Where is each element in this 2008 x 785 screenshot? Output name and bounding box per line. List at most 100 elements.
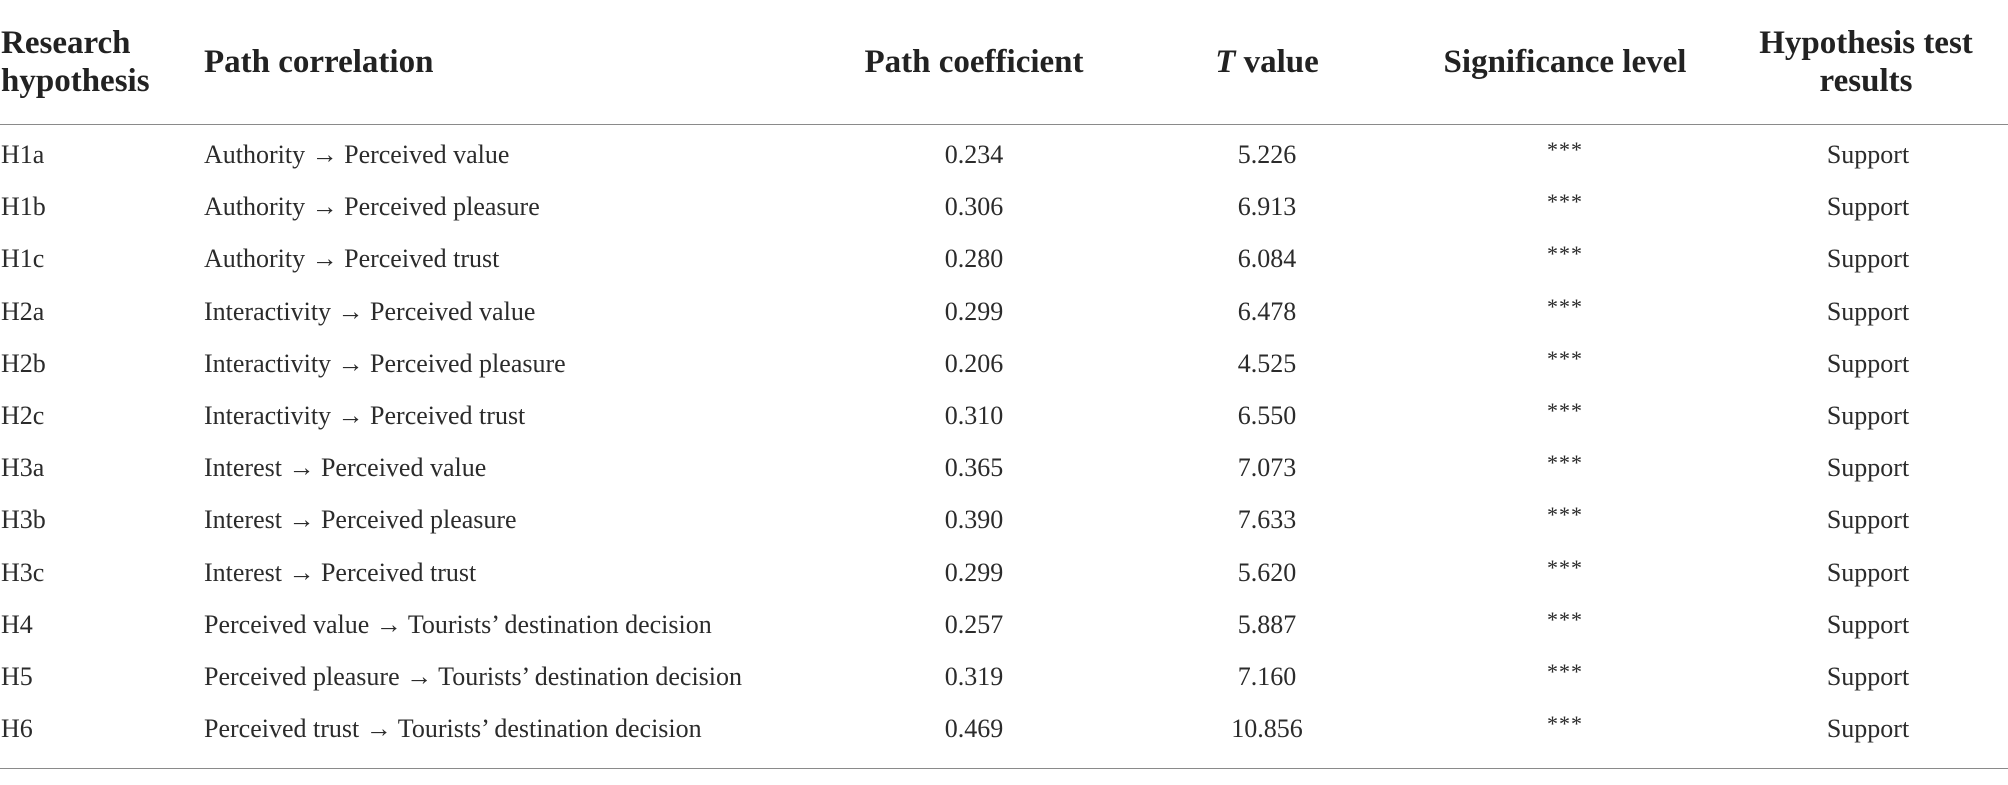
significance-stars: ***	[1547, 293, 1583, 319]
table-bottom-rule	[0, 768, 2008, 769]
cell-t-value: 5.887	[1237, 609, 1297, 639]
cell-test-result: Support	[1826, 453, 1910, 483]
cell-significance-level: ***	[1402, 338, 1728, 390]
cell-path-correlation: Perceived pleasure → Tourists’ destinati…	[204, 661, 743, 691]
cell-test-result: Support	[1826, 609, 1910, 639]
table-header: Research hypothesis Path correlation Pat…	[0, 0, 2008, 125]
table-row: H5 Perceived pleasure → Tourists’ destina…	[0, 651, 2008, 703]
cell-test-result: Support	[1826, 505, 1910, 535]
cell-path-coefficient: 0.280	[944, 244, 1004, 274]
significance-stars: ***	[1547, 658, 1583, 684]
cell-path-correlation: Interest → Perceived value	[204, 453, 487, 483]
cell-path-coefficient: 0.319	[944, 661, 1004, 691]
cell-hypothesis: H1a	[1, 140, 45, 170]
cell-path-coefficient: 0.257	[944, 609, 1004, 639]
header-row: Research hypothesis Path correlation Pat…	[0, 0, 2008, 125]
cell-significance-level: ***	[1402, 703, 1728, 755]
cell-t-value: 7.633	[1237, 505, 1297, 535]
table-row: H2b Interactivity → Perceived pleasure 0.2…	[0, 338, 2008, 390]
hypothesis-test-table: Research hypothesis Path correlation Pat…	[0, 0, 2008, 756]
table-row: H3a Interest → Perceived value 0.365 7.073 *…	[0, 442, 2008, 494]
cell-significance-level: ***	[1402, 286, 1728, 338]
cell-path-coefficient: 0.299	[944, 557, 1004, 587]
header-t-value-italic: T	[1215, 44, 1236, 80]
cell-t-value: 4.525	[1237, 348, 1297, 378]
table-row: H6 Perceived trust → Tourists’ destinatio…	[0, 703, 2008, 755]
cell-significance-level: ***	[1402, 233, 1728, 285]
cell-hypothesis: H3c	[1, 557, 45, 587]
cell-path-correlation: Interactivity → Perceived value	[204, 296, 536, 326]
cell-t-value: 5.226	[1237, 140, 1297, 170]
significance-stars: ***	[1547, 711, 1583, 737]
cell-significance-level: ***	[1402, 125, 1728, 182]
cell-path-correlation: Interactivity → Perceived pleasure	[204, 348, 566, 378]
cell-path-coefficient: 0.206	[944, 348, 1004, 378]
cell-t-value: 10.856	[1231, 714, 1303, 744]
cell-path-correlation: Perceived value → Tourists’ destination …	[204, 609, 712, 639]
cell-test-result: Support	[1826, 348, 1910, 378]
cell-path-correlation: Interactivity → Perceived trust	[204, 401, 526, 431]
cell-hypothesis: H1b	[1, 192, 46, 222]
cell-path-correlation: Perceived trust → Tourists’ destination …	[204, 714, 702, 744]
cell-path-coefficient: 0.306	[944, 192, 1004, 222]
significance-stars: ***	[1547, 554, 1583, 580]
table-row: H3b Interest → Perceived pleasure 0.390 7.6…	[0, 494, 2008, 546]
cell-hypothesis: H1c	[1, 244, 45, 274]
cell-path-coefficient: 0.469	[944, 714, 1004, 744]
cell-hypothesis: H3b	[1, 505, 46, 535]
significance-stars: ***	[1547, 502, 1583, 528]
cell-test-result: Support	[1826, 192, 1910, 222]
cell-significance-level: ***	[1402, 390, 1728, 442]
cell-t-value: 6.084	[1237, 244, 1297, 274]
cell-path-correlation: Interest → Perceived pleasure	[204, 505, 517, 535]
cell-significance-level: ***	[1402, 651, 1728, 703]
significance-stars: ***	[1547, 241, 1583, 267]
cell-hypothesis: H2a	[1, 296, 45, 326]
cell-hypothesis: H3a	[1, 453, 45, 483]
cell-t-value: 7.160	[1237, 661, 1297, 691]
cell-t-value: 6.550	[1237, 401, 1297, 431]
header-path-coefficient: Path coefficient	[816, 0, 1132, 125]
cell-t-value: 7.073	[1237, 453, 1297, 483]
cell-path-coefficient: 0.390	[944, 505, 1004, 535]
cell-significance-level: ***	[1402, 442, 1728, 494]
hypothesis-test-table-container: Research hypothesis Path correlation Pat…	[0, 0, 2008, 756]
cell-hypothesis: H2c	[1, 401, 45, 431]
cell-significance-level: ***	[1402, 494, 1728, 546]
table-row: H1c Authority → Perceived trust 0.280 6.084…	[0, 233, 2008, 285]
cell-hypothesis: H4	[1, 609, 33, 639]
table-row: H2a Interactivity → Perceived value 0.299 6…	[0, 286, 2008, 338]
significance-stars: ***	[1547, 398, 1583, 424]
table-row: H1b Authority → Perceived pleasure 0.306 6.…	[0, 181, 2008, 233]
cell-t-value: 6.913	[1237, 192, 1297, 222]
cell-hypothesis: H5	[1, 661, 33, 691]
cell-t-value: 5.620	[1237, 557, 1297, 587]
cell-significance-level: ***	[1402, 547, 1728, 599]
cell-test-result: Support	[1826, 296, 1910, 326]
cell-test-result: Support	[1826, 714, 1910, 744]
table-row: H2c Interactivity → Perceived trust 0.310 6…	[0, 390, 2008, 442]
cell-test-result: Support	[1826, 661, 1910, 691]
significance-stars: ***	[1547, 345, 1583, 371]
cell-significance-level: ***	[1402, 599, 1728, 651]
cell-test-result: Support	[1826, 244, 1910, 274]
cell-path-coefficient: 0.310	[944, 401, 1004, 431]
cell-hypothesis: H6	[1, 714, 33, 744]
table-row: H4 Perceived value → Tourists’ destinatio…	[0, 599, 2008, 651]
significance-stars: ***	[1547, 450, 1583, 476]
header-significance-level: Significance level	[1402, 0, 1728, 125]
cell-test-result: Support	[1826, 140, 1910, 170]
header-hypothesis-test-results: Hypothesis test results	[1728, 0, 2008, 125]
cell-path-correlation: Interest → Perceived trust	[204, 557, 477, 587]
cell-hypothesis: H2b	[1, 348, 46, 378]
significance-stars: ***	[1547, 137, 1583, 163]
cell-path-coefficient: 0.234	[944, 140, 1004, 170]
cell-path-correlation: Authority → Perceived trust	[204, 244, 500, 274]
cell-test-result: Support	[1826, 557, 1910, 587]
header-t-value-rest: value	[1235, 44, 1319, 80]
cell-test-result: Support	[1826, 401, 1910, 431]
header-research-hypothesis: Research hypothesis	[0, 0, 204, 125]
significance-stars: ***	[1547, 189, 1583, 215]
table-body: H1a Authority → Perceived value 0.234 5.226…	[0, 125, 2008, 756]
table-row: H1a Authority → Perceived value 0.234 5.226…	[0, 125, 2008, 182]
